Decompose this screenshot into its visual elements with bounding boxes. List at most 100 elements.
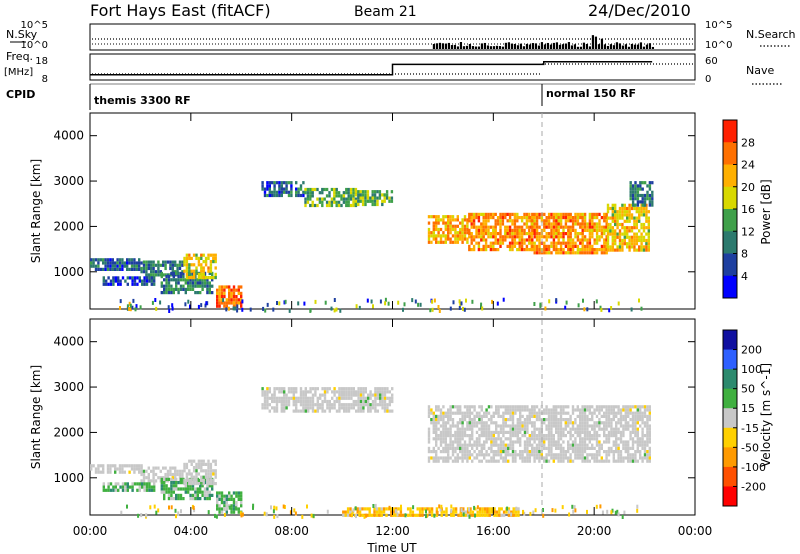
range-cell	[194, 497, 197, 501]
range-cell	[616, 210, 619, 214]
range-cell	[648, 193, 652, 198]
range-cell	[543, 235, 546, 239]
range-cell	[263, 403, 267, 407]
range-cell	[439, 430, 443, 434]
range-cell	[438, 504, 441, 509]
range-cell	[492, 459, 495, 463]
range-cell	[357, 390, 360, 394]
range-cell	[126, 485, 129, 489]
range-cell	[581, 222, 584, 226]
range-cell	[230, 510, 233, 514]
range-cell	[449, 443, 452, 447]
range-cell	[307, 406, 310, 410]
range-cell	[97, 264, 100, 268]
range-cell	[189, 493, 192, 497]
range-cell	[197, 482, 201, 486]
range-cell	[240, 301, 243, 305]
colorbar-tick-label: 4	[741, 270, 748, 283]
range-cell	[99, 464, 102, 468]
range-cell	[593, 248, 596, 252]
range-cell	[567, 244, 570, 248]
range-cell	[581, 440, 584, 444]
range-cell	[444, 224, 447, 228]
range-cell	[521, 434, 524, 438]
range-cell	[557, 427, 560, 431]
range-cell	[600, 216, 604, 220]
range-cell	[304, 396, 307, 400]
range-cell	[447, 456, 450, 460]
range-cell	[528, 450, 531, 454]
range-cell	[593, 453, 596, 457]
range-cell	[97, 267, 100, 271]
range-cell	[418, 507, 422, 511]
range-cell	[358, 510, 362, 514]
range-cell	[295, 396, 298, 400]
range-cell	[209, 276, 213, 280]
range-cell	[266, 193, 269, 198]
range-cell	[471, 437, 474, 441]
range-cell	[489, 232, 493, 236]
range-cell	[646, 405, 649, 409]
range-cell	[523, 511, 526, 516]
range-cell	[490, 446, 493, 450]
range-cell	[359, 393, 363, 397]
range-cell	[292, 399, 295, 404]
range-cell	[181, 476, 184, 480]
range-cell	[478, 437, 481, 441]
range-cell	[634, 456, 637, 460]
range-cell	[355, 304, 358, 309]
range-cell	[552, 241, 556, 245]
range-cell	[478, 507, 482, 511]
range-cell	[490, 405, 493, 409]
range-cell	[545, 405, 548, 409]
range-cell	[611, 206, 614, 211]
range-cell	[297, 399, 300, 404]
range-cell	[512, 513, 515, 517]
range-cell	[646, 450, 649, 454]
range-cell	[240, 501, 243, 505]
range-cell	[499, 232, 502, 236]
range-cell	[439, 411, 443, 415]
range-cell	[117, 279, 120, 283]
range-cell	[526, 427, 529, 431]
range-cell	[490, 456, 493, 460]
range-cell	[123, 470, 126, 474]
range-cell	[559, 446, 563, 450]
range-cell	[621, 515, 624, 519]
range-cell	[646, 427, 649, 431]
range-cell	[557, 430, 560, 434]
range-cell	[622, 443, 625, 447]
range-cell	[528, 228, 531, 232]
range-cell	[567, 225, 570, 229]
range-cell	[624, 456, 627, 460]
range-cell	[361, 507, 364, 511]
range-cell	[454, 227, 457, 232]
range-cell	[528, 241, 531, 245]
range-cell	[593, 456, 596, 460]
range-cell	[555, 440, 558, 444]
range-cell	[333, 187, 336, 192]
range-cell	[482, 248, 485, 252]
range-cell	[200, 475, 203, 479]
range-cell	[199, 281, 202, 285]
range-cell	[473, 408, 476, 412]
range-cell	[126, 482, 129, 486]
range-cell	[648, 411, 651, 415]
range-cell	[449, 224, 452, 228]
range-cell	[188, 263, 191, 267]
range-cell	[475, 430, 479, 434]
range-cell	[586, 443, 589, 447]
range-cell	[583, 450, 587, 454]
range-cell	[235, 501, 238, 505]
range-cell	[426, 507, 429, 511]
range-cell	[557, 411, 560, 415]
range-cell	[225, 510, 228, 514]
range-cell	[328, 191, 331, 195]
range-cell	[476, 510, 479, 514]
range-cell	[159, 469, 162, 473]
range-cell	[114, 470, 117, 474]
range-cell	[199, 497, 202, 501]
range-cell	[627, 421, 630, 425]
range-cell	[109, 467, 112, 471]
range-cell	[444, 430, 447, 434]
